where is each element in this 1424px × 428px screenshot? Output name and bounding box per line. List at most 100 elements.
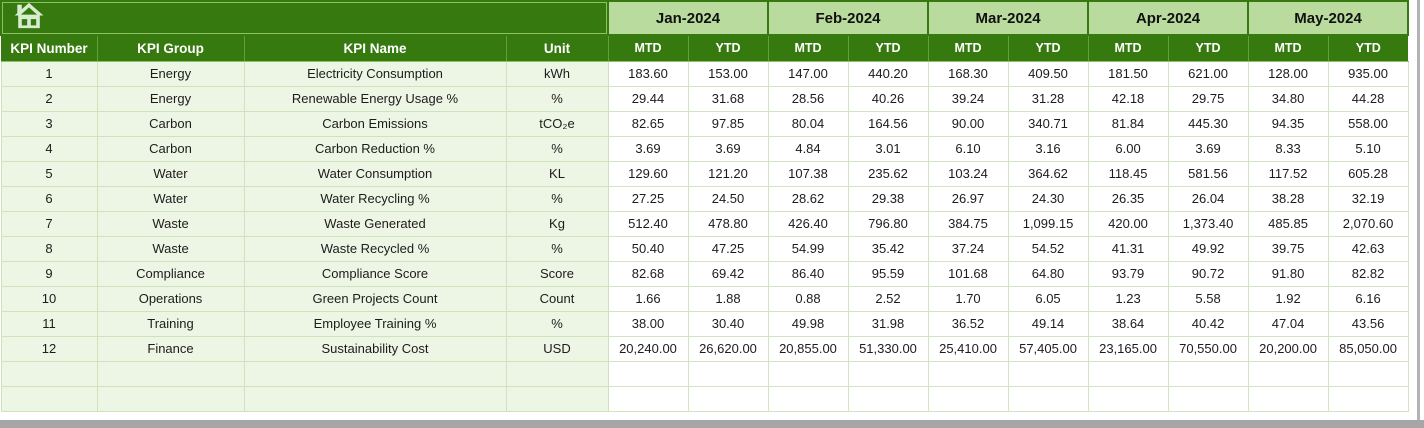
- kpi-group-cell[interactable]: Water: [96, 185, 245, 212]
- value-cell[interactable]: 82.68: [607, 260, 689, 287]
- value-cell[interactable]: 1.92: [1247, 285, 1329, 312]
- kpi-name-cell[interactable]: Renewable Energy Usage %: [243, 85, 507, 112]
- value-cell[interactable]: 118.45: [1087, 160, 1169, 187]
- kpi-name-cell[interactable]: [243, 385, 507, 412]
- value-cell[interactable]: 24.30: [1007, 185, 1089, 212]
- value-cell[interactable]: 38.28: [1247, 185, 1329, 212]
- value-cell[interactable]: 70,550.00: [1167, 335, 1249, 362]
- value-cell[interactable]: 40.42: [1167, 310, 1249, 337]
- kpi-number-cell[interactable]: 9: [0, 260, 98, 287]
- kpi-number-cell[interactable]: 4: [0, 135, 98, 162]
- month-header-mar[interactable]: Mar-2024: [927, 0, 1089, 35]
- col-header-ytd[interactable]: YTD: [1167, 34, 1249, 62]
- unit-cell[interactable]: %: [505, 235, 609, 262]
- value-cell[interactable]: 6.10: [927, 135, 1009, 162]
- value-cell[interactable]: 117.52: [1247, 160, 1329, 187]
- value-cell[interactable]: 39.75: [1247, 235, 1329, 262]
- value-cell[interactable]: 32.19: [1327, 185, 1409, 212]
- kpi-name-cell[interactable]: Carbon Emissions: [243, 110, 507, 137]
- kpi-group-cell[interactable]: Carbon: [96, 110, 245, 137]
- value-cell[interactable]: 29.75: [1167, 85, 1249, 112]
- value-cell[interactable]: 42.18: [1087, 85, 1169, 112]
- unit-cell[interactable]: [505, 360, 609, 387]
- value-cell[interactable]: 26.35: [1087, 185, 1169, 212]
- value-cell[interactable]: 82.65: [607, 110, 689, 137]
- value-cell[interactable]: 935.00: [1327, 60, 1409, 87]
- value-cell[interactable]: 5.58: [1167, 285, 1249, 312]
- value-cell[interactable]: 4.84: [767, 135, 849, 162]
- col-header-ytd[interactable]: YTD: [687, 34, 768, 62]
- month-header-may[interactable]: May-2024: [1247, 0, 1410, 35]
- value-cell[interactable]: 1.70: [927, 285, 1009, 312]
- value-cell[interactable]: 49.98: [767, 310, 849, 337]
- value-cell[interactable]: [1327, 360, 1409, 387]
- value-cell[interactable]: 420.00: [1087, 210, 1169, 237]
- value-cell[interactable]: 409.50: [1007, 60, 1089, 87]
- value-cell[interactable]: 54.99: [767, 235, 849, 262]
- unit-cell[interactable]: %: [505, 135, 609, 162]
- value-cell[interactable]: [847, 385, 929, 412]
- month-header-jan[interactable]: Jan-2024: [607, 0, 768, 35]
- value-cell[interactable]: 47.25: [687, 235, 769, 262]
- value-cell[interactable]: 3.16: [1007, 135, 1089, 162]
- value-cell[interactable]: 51,330.00: [847, 335, 929, 362]
- unit-cell[interactable]: kWh: [505, 60, 609, 87]
- value-cell[interactable]: 42.63: [1327, 235, 1409, 262]
- col-header-mtd[interactable]: MTD: [1087, 34, 1169, 62]
- kpi-number-cell[interactable]: 12: [0, 335, 98, 362]
- value-cell[interactable]: 129.60: [607, 160, 689, 187]
- value-cell[interactable]: 183.60: [607, 60, 689, 87]
- value-cell[interactable]: 485.85: [1247, 210, 1329, 237]
- value-cell[interactable]: 25,410.00: [927, 335, 1009, 362]
- value-cell[interactable]: 47.04: [1247, 310, 1329, 337]
- value-cell[interactable]: [1327, 385, 1409, 412]
- value-cell[interactable]: 31.68: [687, 85, 769, 112]
- value-cell[interactable]: 1,373.40: [1167, 210, 1249, 237]
- value-cell[interactable]: 69.42: [687, 260, 769, 287]
- unit-cell[interactable]: tCO₂e: [505, 110, 609, 137]
- value-cell[interactable]: 95.59: [847, 260, 929, 287]
- value-cell[interactable]: 38.00: [607, 310, 689, 337]
- value-cell[interactable]: 2.52: [847, 285, 929, 312]
- unit-cell[interactable]: Kg: [505, 210, 609, 237]
- value-cell[interactable]: 30.40: [687, 310, 769, 337]
- value-cell[interactable]: [847, 360, 929, 387]
- kpi-name-cell[interactable]: Waste Generated: [243, 210, 507, 237]
- col-header-ytd[interactable]: YTD: [1007, 34, 1089, 62]
- kpi-group-cell[interactable]: Energy: [96, 60, 245, 87]
- value-cell[interactable]: 3.69: [607, 135, 689, 162]
- value-cell[interactable]: [1007, 360, 1089, 387]
- month-header-apr[interactable]: Apr-2024: [1087, 0, 1249, 35]
- value-cell[interactable]: 40.26: [847, 85, 929, 112]
- value-cell[interactable]: 121.20: [687, 160, 769, 187]
- value-cell[interactable]: 85,050.00: [1327, 335, 1409, 362]
- value-cell[interactable]: 26,620.00: [687, 335, 769, 362]
- unit-cell[interactable]: Score: [505, 260, 609, 287]
- value-cell[interactable]: 3.69: [687, 135, 769, 162]
- value-cell[interactable]: 50.40: [607, 235, 689, 262]
- value-cell[interactable]: 384.75: [927, 210, 1009, 237]
- unit-cell[interactable]: %: [505, 310, 609, 337]
- kpi-name-cell[interactable]: Sustainability Cost: [243, 335, 507, 362]
- unit-cell[interactable]: USD: [505, 335, 609, 362]
- value-cell[interactable]: 164.56: [847, 110, 929, 137]
- kpi-number-cell[interactable]: 2: [0, 85, 98, 112]
- month-header-feb[interactable]: Feb-2024: [766, 0, 929, 35]
- value-cell[interactable]: 37.24: [927, 235, 1009, 262]
- kpi-number-cell[interactable]: 6: [0, 185, 98, 212]
- kpi-number-cell[interactable]: 7: [0, 210, 98, 237]
- col-header-mtd[interactable]: MTD: [607, 34, 688, 62]
- value-cell[interactable]: 29.38: [847, 185, 929, 212]
- kpi-group-cell[interactable]: Training: [96, 310, 245, 337]
- value-cell[interactable]: 2,070.60: [1327, 210, 1409, 237]
- col-header-ytd[interactable]: YTD: [847, 34, 929, 62]
- value-cell[interactable]: 54.52: [1007, 235, 1089, 262]
- value-cell[interactable]: 101.68: [927, 260, 1009, 287]
- value-cell[interactable]: 31.28: [1007, 85, 1089, 112]
- kpi-group-cell[interactable]: [96, 360, 245, 387]
- value-cell[interactable]: 23,165.00: [1087, 335, 1169, 362]
- value-cell[interactable]: [927, 385, 1009, 412]
- value-cell[interactable]: 1,099.15: [1007, 210, 1089, 237]
- kpi-name-cell[interactable]: Water Recycling %: [243, 185, 507, 212]
- value-cell[interactable]: [687, 360, 769, 387]
